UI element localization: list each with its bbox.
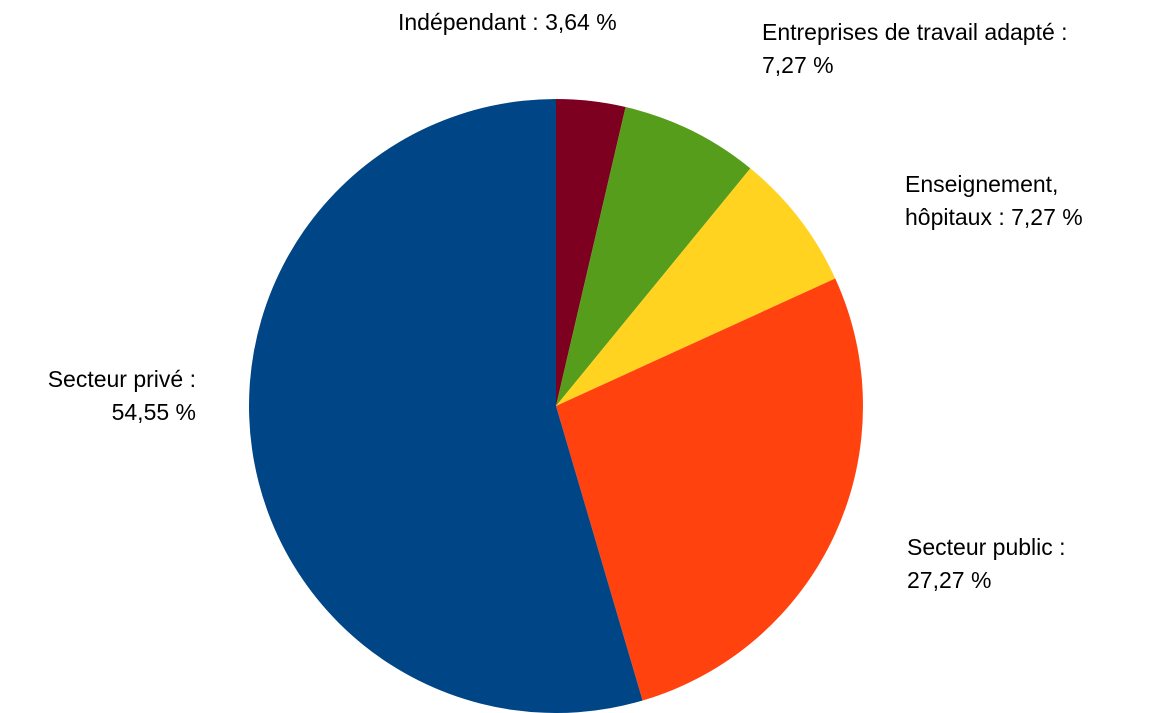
slice-label-enseignement-hopitaux: Enseignement, hôpitaux : 7,27 % bbox=[905, 168, 1083, 234]
slice-label-enseignement-line1: Enseignement, bbox=[905, 171, 1059, 197]
slice-label-independant: Indépendant : 3,64 % bbox=[398, 6, 617, 39]
slice-label-public-line1: Secteur public : bbox=[907, 534, 1066, 560]
slice-label-secteur-public: Secteur public : 27,27 % bbox=[907, 531, 1066, 597]
pie-slice-secteur-public bbox=[556, 278, 863, 701]
slice-label-prive-line1: Secteur privé : bbox=[47, 366, 196, 392]
slice-label-eta-line2: 7,27 % bbox=[762, 52, 834, 78]
pie-slice-secteur-prive bbox=[249, 99, 643, 713]
pie-slice-independant bbox=[556, 99, 626, 406]
slice-label-independant-text: Indépendant : 3,64 % bbox=[398, 9, 617, 35]
slice-label-public-line2: 27,27 % bbox=[907, 567, 992, 593]
slice-label-entreprises-travail-adapte: Entreprises de travail adapté : 7,27 % bbox=[762, 16, 1068, 82]
slice-label-secteur-prive: Secteur privé : 54,55 % bbox=[8, 363, 196, 429]
pie-slice-enseignement-hopitaux bbox=[556, 168, 836, 406]
slice-label-prive-line2: 54,55 % bbox=[111, 399, 196, 425]
slice-label-enseignement-line2: hôpitaux : 7,27 % bbox=[905, 204, 1083, 230]
slice-label-eta-line1: Entreprises de travail adapté : bbox=[762, 19, 1068, 45]
pie-slice-entreprises-de-travail-adapte bbox=[556, 106, 751, 407]
